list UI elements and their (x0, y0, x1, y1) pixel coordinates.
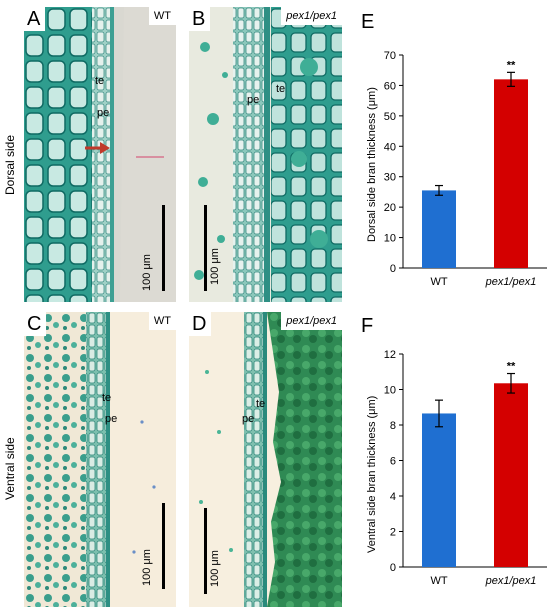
chart-f-y-tick-label: 10 (384, 385, 396, 397)
chart-e-category-label-2: pex1/pex1 (485, 276, 537, 288)
chart-e-y-tick-label: 50 (384, 111, 396, 123)
scale-bar-b (204, 205, 207, 291)
tissue-label-pe-d: pe (242, 413, 255, 425)
tissue-label-pe-c: pe (105, 413, 118, 425)
chart-e-significance-2: ** (507, 59, 516, 71)
scale-bar-label-a: 100 μm (141, 254, 153, 291)
genotype-label-c: WT (148, 312, 176, 330)
chart-f-significance-2: ** (507, 361, 516, 373)
micrograph-panel-c: C WT te pe 100 μm (24, 312, 176, 607)
row-label-dorsal: Dorsal side (3, 134, 17, 195)
chart-e-y-tick-label: 60 (384, 80, 396, 92)
micrograph-panel-a: A WT te pe 100 μm (24, 7, 176, 302)
panel-label-c: C (24, 312, 47, 336)
chart-e-bar-1 (422, 190, 456, 268)
chart-e-y-tick-label: 0 (390, 263, 396, 275)
tissue-label-pe-a: pe (97, 107, 110, 119)
panel-label-b: B (189, 7, 211, 31)
chart-e-y-tick-label: 10 (384, 233, 396, 245)
scale-bar-label-b: 100 μm (209, 248, 221, 285)
chart-f-panel-label: F (361, 315, 374, 337)
chart-e-y-tick-label: 20 (384, 202, 396, 214)
chart-e-y-tick-label: 40 (384, 141, 396, 153)
genotype-label-b: pex1/pex1 (281, 7, 342, 25)
tissue-label-te-c: te (102, 392, 112, 404)
micrograph-a-image (24, 7, 176, 302)
chart-f-y-tick-label: 6 (390, 456, 396, 468)
chart-f-y-tick-label: 4 (390, 491, 396, 503)
scale-bar-a (162, 205, 165, 291)
chart-f-y-tick-label: 0 (390, 562, 396, 574)
micrograph-c-image (24, 312, 176, 607)
chart-e-panel-label: E (361, 11, 375, 33)
micrograph-b-image (189, 7, 342, 302)
micrograph-panel-d: D pex1/pex1 te pe 100 μm (189, 312, 342, 607)
chart-f-y-tick-label: 8 (390, 420, 396, 432)
tissue-label-pe-b: pe (247, 94, 260, 106)
chart-f-category-label-1: WT (430, 575, 447, 587)
chart-f-bar-1 (422, 413, 456, 567)
genotype-label-d: pex1/pex1 (281, 312, 342, 330)
row-label-ventral: Ventral side (3, 437, 17, 500)
tissue-label-te-b: te (276, 83, 286, 95)
scale-bar-c (162, 503, 165, 589)
chart-e-y-tick-label: 70 (384, 50, 396, 62)
micrograph-panel-b: B pex1/pex1 pe te 100 μm (189, 7, 342, 302)
chart-e: E Dorsal side bran thickness (μm) 0 10 20 3… (355, 5, 550, 305)
chart-e-plot: 0 10 20 30 40 50 60 70 WT ** pex1/pex1 (384, 50, 547, 288)
scale-bar-d (204, 508, 207, 594)
panel-label-d: D (189, 312, 212, 336)
chart-f-category-label-2: pex1/pex1 (485, 575, 537, 587)
panel-label-a: A (24, 7, 46, 31)
tissue-label-te-d: te (256, 398, 266, 410)
chart-f-y-tick-label: 2 (390, 527, 396, 539)
chart-f-plot: 0 2 4 6 8 10 12 WT ** pex1/pex1 (384, 349, 547, 587)
tissue-label-te-a: te (95, 75, 105, 87)
chart-f-bar-2 (494, 383, 528, 567)
scale-bar-label-d: 100 μm (209, 550, 221, 587)
chart-f-y-tick-label: 12 (384, 349, 396, 361)
scale-bar-label-c: 100 μm (141, 549, 153, 586)
chart-e-category-label-1: WT (430, 276, 447, 288)
chart-e-y-tick-label: 30 (384, 172, 396, 184)
genotype-label-a: WT (148, 7, 176, 25)
micrograph-d-image (189, 312, 342, 607)
chart-e-bar-2 (494, 79, 528, 268)
